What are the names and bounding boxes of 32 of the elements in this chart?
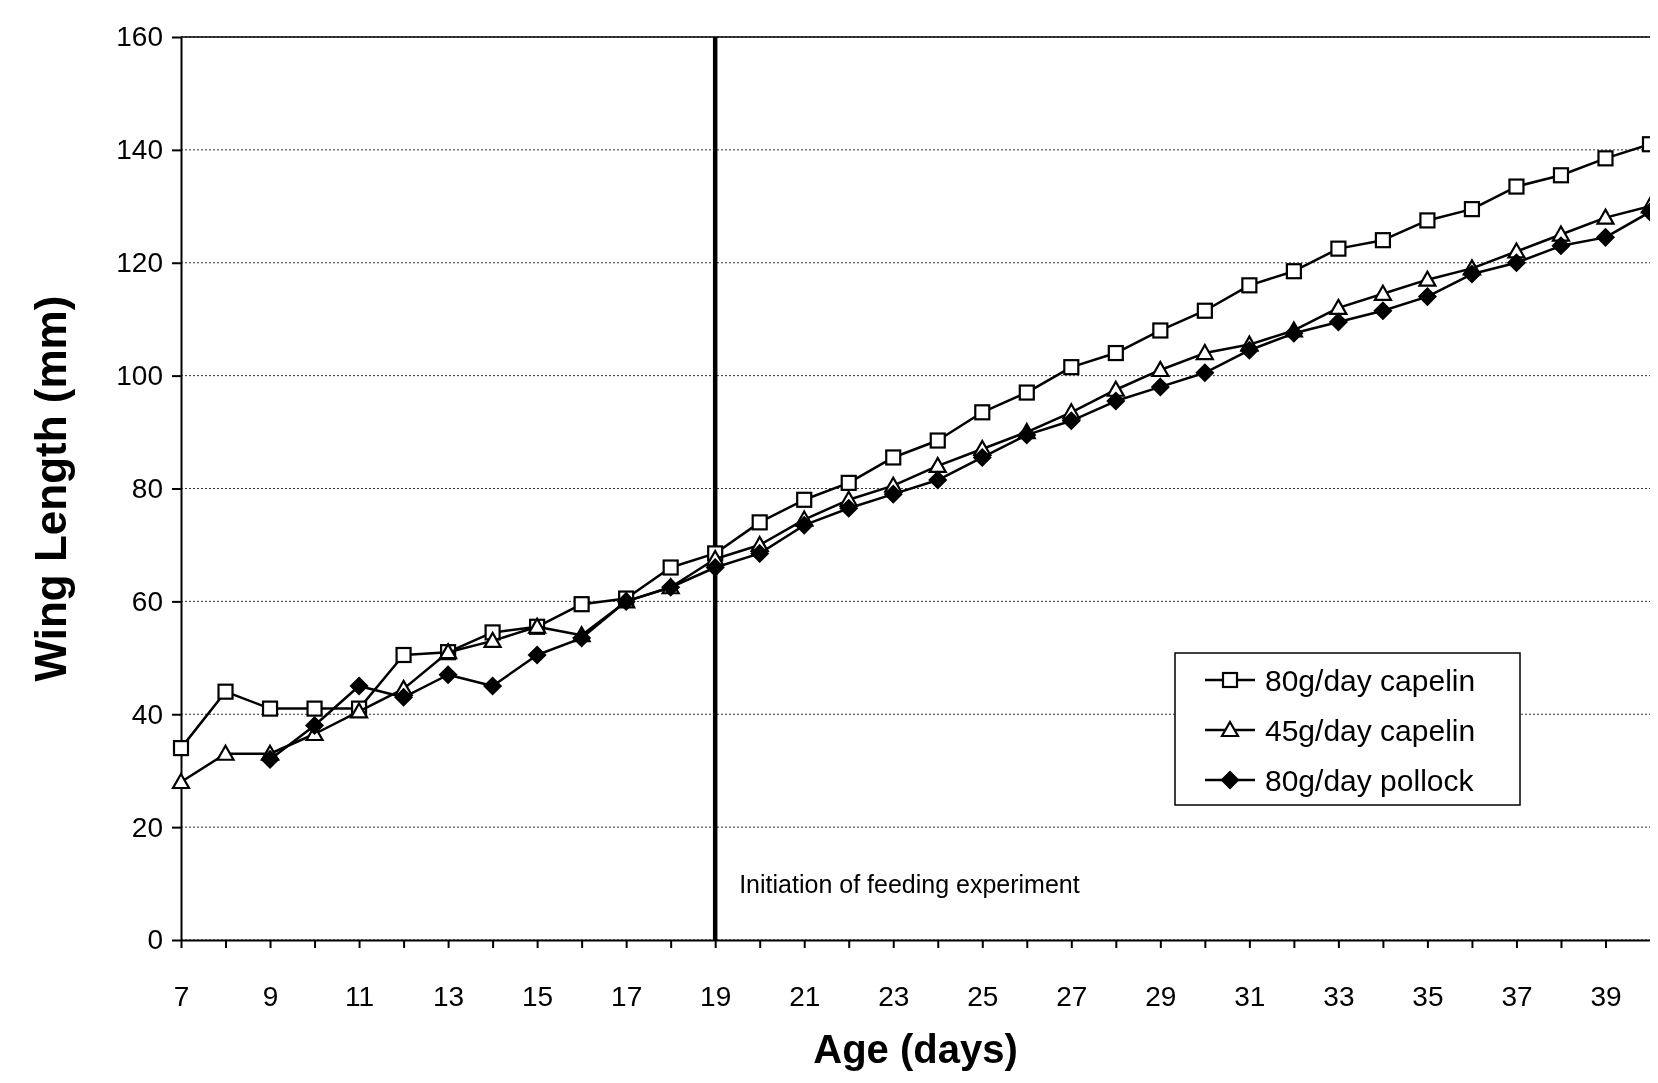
x-tick-label: 9	[262, 980, 279, 1012]
x-tick-label: 23	[878, 980, 910, 1012]
x-tick-label: 33	[1323, 980, 1355, 1012]
x-axis-title: Age (days)	[813, 1027, 1018, 1071]
x-tick-label: 39	[1590, 980, 1622, 1012]
y-tick-label: 40	[131, 698, 163, 730]
x-tick-label: 31	[1234, 980, 1266, 1012]
x-tick-label: 15	[522, 980, 554, 1012]
x-tick-label: 13	[433, 980, 465, 1012]
y-tick-label: 140	[116, 134, 163, 166]
y-axis-title: Wing Length (mm)	[26, 295, 75, 682]
x-tick-label: 27	[1056, 980, 1088, 1012]
ref-line-label: Initiation of feeding experiment	[739, 870, 1080, 898]
y-tick-label: 160	[116, 21, 163, 53]
x-tick-label: 17	[611, 980, 643, 1012]
x-tick-label: 29	[1145, 980, 1177, 1012]
x-tick-label: 11	[345, 980, 375, 1012]
x-tick-label: 19	[700, 980, 732, 1012]
x-tick-label: 25	[967, 980, 999, 1012]
y-tick-label: 0	[147, 924, 163, 956]
y-tick-label: 20	[131, 811, 163, 843]
y-tick-label: 100	[116, 360, 163, 392]
x-tick-label: 7	[173, 980, 190, 1012]
legend-label: 45g/day capelin	[1265, 713, 1476, 747]
legend-label: 80g/day capelin	[1265, 663, 1476, 697]
x-tick-label: 35	[1412, 980, 1444, 1012]
y-tick-label: 120	[116, 247, 163, 279]
x-tick-label: 37	[1501, 980, 1533, 1012]
y-tick-label: 60	[131, 585, 163, 617]
y-tick-label: 80	[131, 472, 163, 504]
legend-label: 80g/day pollock	[1265, 763, 1475, 797]
x-tick-label: 21	[789, 980, 821, 1012]
